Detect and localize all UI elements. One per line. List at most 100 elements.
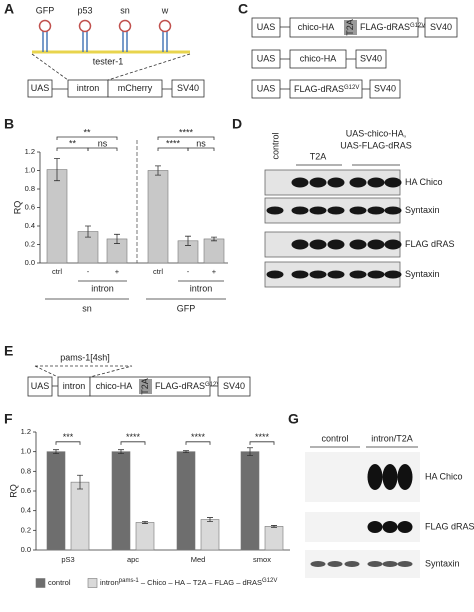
error-bar (185, 235, 191, 246)
construct-box-label: UAS (257, 22, 276, 32)
row-label: FLAG dRAS (405, 239, 455, 249)
band (327, 561, 343, 567)
text-part: FLAG-dRAS (360, 22, 410, 32)
row-label: HA Chico (405, 177, 443, 187)
error-bar (142, 521, 148, 524)
hairpin-label: pams-1[4sh] (60, 352, 110, 362)
y-axis-label: RQ (12, 201, 22, 215)
row-label: Syntaxin (405, 205, 440, 215)
band (382, 464, 398, 490)
band (327, 270, 345, 279)
construct-box (171, 79, 205, 98)
band (266, 206, 284, 215)
band (327, 206, 345, 215)
legend-label: intronpams-1 – Chico – HA – T2A – FLAG –… (100, 578, 277, 587)
legend-label: control (48, 578, 71, 587)
y-tick-label: 0.4 (21, 506, 31, 515)
band (291, 270, 309, 279)
x-tick-label: smox (253, 555, 271, 564)
band (367, 239, 385, 250)
significance-bracket (185, 441, 211, 445)
band (367, 521, 383, 533)
significance-bracket (157, 147, 189, 151)
y-tick-label: 0.6 (21, 486, 31, 495)
t2a-label: T2A (140, 378, 150, 395)
y-tick-label: 1.0 (25, 165, 35, 174)
legend-swatch (35, 578, 46, 588)
band (397, 464, 413, 490)
x-tick-label: apc (127, 555, 139, 564)
construct-box-label: UAS (31, 83, 50, 93)
group-label: sn (82, 303, 92, 313)
y-tick-label: 0.8 (25, 184, 35, 193)
error-bar (271, 525, 277, 528)
error-bar (247, 447, 253, 456)
lane-label: control (270, 132, 280, 159)
subgroup-label: intron (91, 283, 114, 293)
y-tick-label: 0.0 (25, 258, 35, 267)
hairpin-label: sn (120, 5, 130, 15)
bar (203, 238, 225, 264)
construct-box (217, 376, 251, 397)
construct-box-label: UAS (257, 53, 276, 63)
t2a-label: T2A (345, 19, 355, 36)
pool-label: tester-1 (93, 56, 124, 66)
band (384, 239, 402, 250)
superscript: G12V (410, 23, 425, 29)
band (291, 177, 309, 188)
construct-box-label: UAS (31, 381, 50, 391)
bar (176, 451, 196, 551)
construct-box-label: UAS (257, 83, 276, 93)
construct-box-label: mCherry (118, 83, 153, 93)
row-label: Syntaxin (425, 558, 460, 568)
construct-box-label: SV40 (430, 22, 452, 32)
lane-label: UAS-chico-HA, (346, 128, 407, 138)
y-tick-label: 0.4 (25, 221, 35, 230)
band (309, 239, 327, 250)
band (397, 521, 413, 533)
y-tick-label: 1.0 (21, 447, 31, 456)
construct-box (424, 17, 458, 38)
y-tick-label: 0.0 (21, 545, 31, 554)
band (367, 177, 385, 188)
panel-label: F (4, 411, 13, 427)
construct-box (369, 79, 401, 99)
significance-bracket (120, 441, 146, 445)
construct-label: FLAG-dRASG12V (360, 22, 425, 32)
panel-label: A (4, 1, 14, 17)
bar (70, 481, 90, 551)
bar (135, 522, 155, 551)
band (349, 206, 367, 215)
significance: ns (196, 138, 206, 148)
panel-label: B (4, 116, 14, 132)
subgroup-label: intron (190, 283, 213, 293)
legend-swatch (87, 578, 98, 588)
error-bar (85, 225, 91, 238)
band (291, 206, 309, 215)
row-label: FLAG dRAS (425, 521, 474, 531)
error-bar (118, 449, 124, 455)
bar (200, 519, 220, 551)
bar (111, 451, 131, 551)
x-tick-label: - (187, 267, 190, 276)
y-tick-label: 0.8 (21, 466, 31, 475)
panel-label: E (4, 343, 13, 359)
significance: **** (191, 432, 206, 442)
band (344, 561, 360, 567)
band (309, 177, 327, 188)
lane-label: T2A (310, 151, 327, 161)
bar (264, 526, 284, 551)
t2a-box (344, 20, 357, 35)
x-tick-label: - (87, 267, 90, 276)
hairpin-label: p53 (77, 5, 92, 15)
construct-label: FLAG-dRASG12V (155, 381, 220, 391)
construct-box-label: SV40 (360, 53, 382, 63)
text-part: FLAG-dRAS (155, 381, 205, 391)
lane-label: intron/T2A (371, 433, 413, 443)
band (384, 177, 402, 188)
hairpin-stem (82, 31, 88, 52)
y-tick-label: 0.2 (21, 525, 31, 534)
hairpin-loop (118, 19, 132, 33)
hairpin-stem (162, 31, 168, 52)
construct-box-label: intron (77, 83, 100, 93)
